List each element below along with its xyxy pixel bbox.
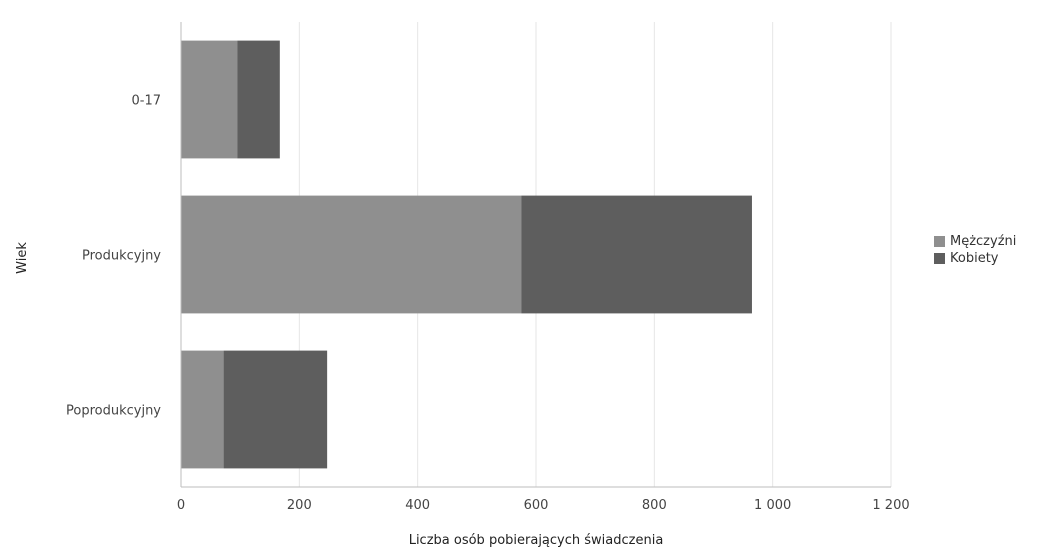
legend-label-men: Mężczyźni [950, 234, 1017, 249]
x-tick-label: 400 [405, 498, 430, 513]
x-axis-title: Liczba osób pobierających świadczenia [409, 533, 664, 548]
legend-swatch-women [934, 253, 945, 264]
bar-women-0 [237, 40, 280, 159]
x-tick-label: 200 [287, 498, 312, 513]
category-label: 0-17 [131, 94, 161, 109]
bar-men-2 [181, 350, 224, 469]
x-tick-label: 0 [177, 498, 185, 513]
bar-men-0 [181, 40, 238, 159]
x-tick-labels: 0 200 400 600 800 1 000 1 200 [177, 498, 910, 513]
x-tick-label: 600 [524, 498, 549, 513]
bar-men-1 [181, 195, 522, 314]
legend: Mężczyźni Kobiety [934, 233, 1016, 267]
y-axis-title: Wiek [15, 242, 30, 274]
legend-swatch-men [934, 236, 945, 247]
legend-label-women: Kobiety [950, 251, 999, 266]
category-label: Poprodukcyjny [66, 404, 161, 419]
legend-item-men: Mężczyźni [934, 233, 1016, 250]
y-category-labels: 0-17 Produkcyjny Poprodukcyjny [66, 94, 161, 419]
x-tick-label: 1 000 [754, 498, 791, 513]
bar-women-2 [223, 350, 328, 469]
x-tick-label: 800 [642, 498, 667, 513]
x-tick-label: 1 200 [872, 498, 909, 513]
bar-women-1 [521, 195, 752, 314]
category-label: Produkcyjny [82, 249, 161, 264]
bars [181, 40, 752, 469]
legend-item-women: Kobiety [934, 250, 1016, 267]
